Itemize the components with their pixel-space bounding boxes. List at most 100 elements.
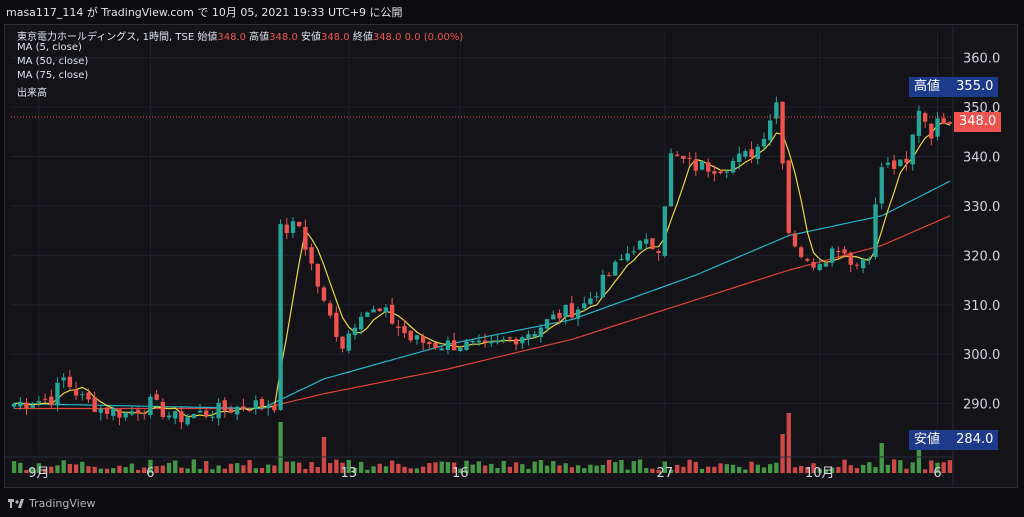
candle-body xyxy=(520,337,525,344)
volume-bar xyxy=(532,461,537,473)
candle-body xyxy=(420,336,426,343)
volume-bar xyxy=(829,467,835,473)
legend-ma5[interactable]: MA (5, close) xyxy=(17,42,82,53)
y-tick-label: 310.0 xyxy=(963,299,1000,314)
candle-body xyxy=(780,101,785,164)
candle-body xyxy=(42,398,48,400)
candle-body xyxy=(55,382,60,406)
y-tick-label: 290.0 xyxy=(963,398,1000,413)
volume-bar xyxy=(135,469,141,473)
volume-bar xyxy=(30,467,35,473)
volume-bar xyxy=(11,461,17,473)
volume-bar xyxy=(693,461,698,473)
volume-bar xyxy=(98,468,104,473)
candle-body xyxy=(383,307,389,313)
legend-volume[interactable]: 出来高 xyxy=(17,88,47,99)
volume-bar xyxy=(247,460,252,473)
legend-symbol-row: 東京電力ホールディングス, 1時間, TSE 始値348.0 高値348.0 安… xyxy=(17,28,463,43)
candle-body xyxy=(179,411,184,423)
candle-body xyxy=(148,396,153,416)
candle-body xyxy=(563,304,568,317)
candle-body xyxy=(860,259,866,269)
legend-ma75[interactable]: MA (75, close) xyxy=(17,70,89,81)
legend-open-label: 始値 xyxy=(197,32,218,43)
tradingview-footer[interactable]: TradingView xyxy=(8,497,95,510)
volume-bar xyxy=(173,460,178,473)
y-tick-label: 330.0 xyxy=(963,200,1000,215)
volume-bar xyxy=(458,468,463,473)
volume-bar xyxy=(687,459,692,473)
volume-bar xyxy=(544,465,550,473)
volume-bar xyxy=(123,467,128,473)
volume-bar xyxy=(476,461,482,473)
candle-body xyxy=(445,340,451,350)
high-tag-value: 355.0 xyxy=(956,79,994,94)
candle-body xyxy=(805,258,810,261)
volume-bar xyxy=(278,422,283,473)
candle-body xyxy=(396,326,401,328)
volume-bar xyxy=(191,459,196,473)
volume-bar xyxy=(204,461,209,473)
candle-body xyxy=(247,410,252,412)
candle-body xyxy=(619,258,624,260)
candle-body xyxy=(823,263,829,267)
volume-bar xyxy=(371,466,376,473)
legend-ma50[interactable]: MA (50, close) xyxy=(17,56,89,67)
volume-bar xyxy=(489,463,494,473)
candle-body xyxy=(656,251,661,253)
volume-bar xyxy=(569,467,575,473)
candle-body xyxy=(389,304,395,324)
candle-body xyxy=(458,347,463,351)
candle-body xyxy=(235,406,240,415)
candle-body xyxy=(947,122,953,124)
candle-body xyxy=(303,226,308,250)
chart-panel[interactable]: 290.0 300.0 310.0 320.0 330.0 340.0 350.0 360.0… xyxy=(4,24,1018,488)
candle-body xyxy=(854,264,860,266)
candle-body xyxy=(606,275,612,277)
candle-body xyxy=(241,406,246,410)
candle-body xyxy=(637,240,643,250)
tradingview-brand: TradingView xyxy=(29,497,96,510)
legend-change: 0.0 (0.00%) xyxy=(404,32,464,43)
price-chart[interactable]: 290.0300.0310.0320.0330.0340.0350.0360.0… xyxy=(5,25,1017,487)
candle-body xyxy=(272,405,277,411)
low-tag-value: 284.0 xyxy=(956,432,994,447)
candle-body xyxy=(551,314,556,320)
candle-body xyxy=(315,263,320,287)
volume-bar xyxy=(557,465,562,473)
volume-bar xyxy=(73,464,79,473)
volume-bar xyxy=(768,464,773,473)
volume-bar xyxy=(439,461,444,473)
volume-bar xyxy=(935,462,940,473)
y-tick-label: 320.0 xyxy=(963,249,1000,264)
candle-body xyxy=(80,394,85,396)
volume-bar xyxy=(755,464,760,473)
volume-bar xyxy=(563,463,568,473)
ma5-line xyxy=(14,121,951,418)
candle-body xyxy=(898,159,903,167)
volume-bar xyxy=(798,465,804,473)
candle-body xyxy=(18,401,23,407)
legend-low-value: 348.0 xyxy=(321,32,350,43)
last-price-tag: 348.0 xyxy=(954,112,1002,132)
legend-open-value: 348.0 xyxy=(217,32,246,43)
volume-bar xyxy=(297,462,302,473)
volume-bar xyxy=(142,467,147,473)
volume-bar xyxy=(836,467,841,473)
x-tick-label: 13 xyxy=(340,466,357,481)
candle-body xyxy=(761,138,767,147)
low-tag-label: 安値 xyxy=(914,432,941,447)
volume-bar xyxy=(86,466,91,473)
volume-bar xyxy=(706,466,711,473)
candle-body xyxy=(792,233,798,247)
x-tick-label: 10月 xyxy=(805,466,835,481)
volume-bar xyxy=(24,469,29,473)
volume-bar xyxy=(482,465,488,473)
candle-body xyxy=(470,341,475,343)
volume-bar xyxy=(148,459,153,473)
volume-bar xyxy=(904,468,909,473)
candle-body xyxy=(867,258,872,260)
candle-body xyxy=(210,416,215,418)
candle-body xyxy=(49,396,54,406)
